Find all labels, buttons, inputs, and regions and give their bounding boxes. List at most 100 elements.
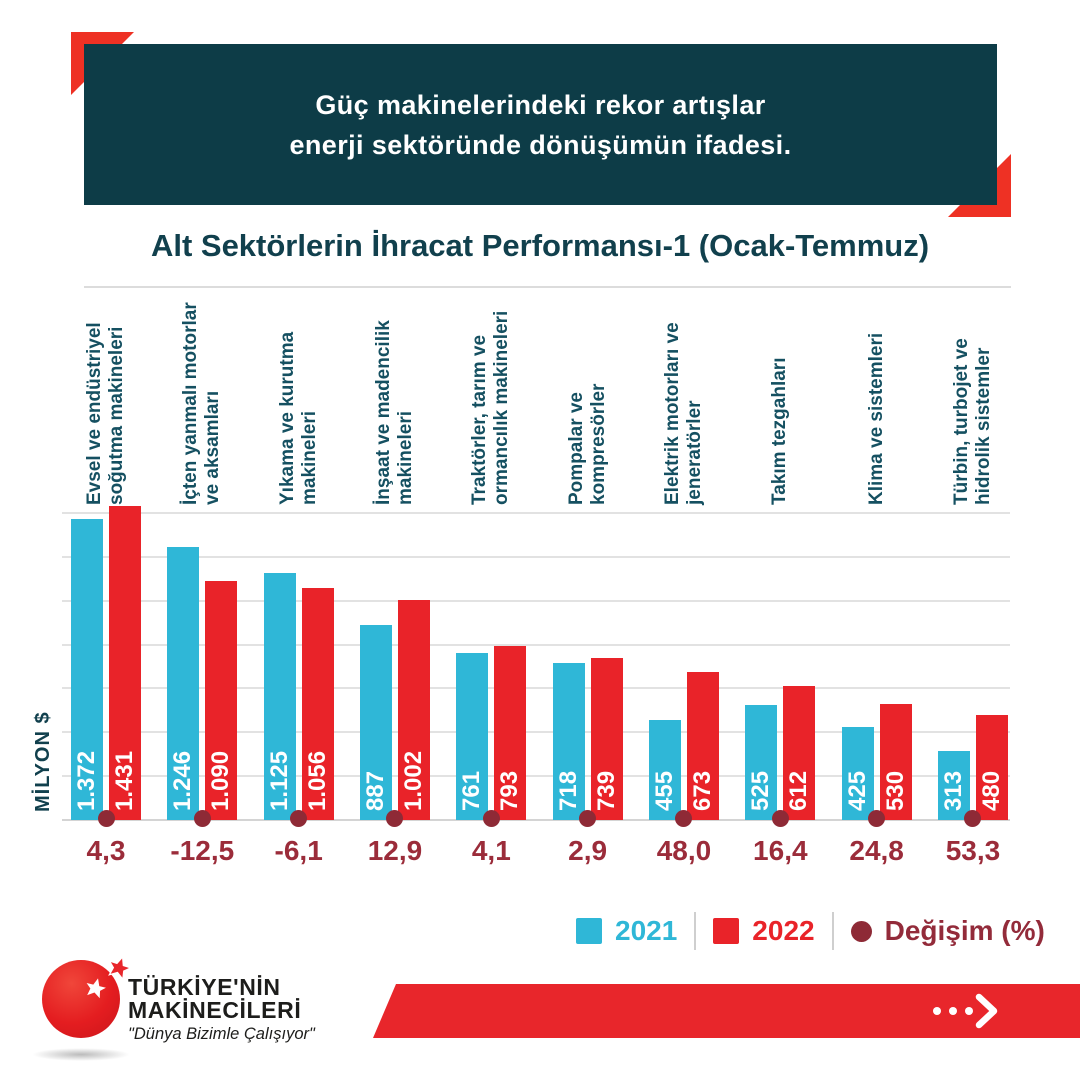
change-dot	[193, 810, 211, 827]
change-value: 4,3	[86, 835, 126, 866]
category-label: İnşaat ve madencilik makineleri	[373, 285, 417, 505]
bar-2022	[879, 703, 912, 820]
legend-square-marker	[713, 918, 740, 944]
header-box: Güç makinelerindeki rekor artışlar enerj…	[84, 44, 997, 205]
bar-2021	[937, 751, 970, 820]
logo-tagline: "Dünya Bizimle Çalışıyor"	[128, 1025, 315, 1043]
category-label-line: Pompalar ve	[565, 392, 587, 505]
legend-divider	[694, 912, 697, 950]
change-dot	[97, 810, 115, 827]
bar-2021	[71, 519, 103, 820]
logo-shadow	[32, 1048, 130, 1061]
bar-2022	[301, 588, 334, 820]
footer-banner	[373, 984, 1080, 1038]
chart-legend: 2021 2022 Değişim (%)	[576, 912, 1045, 950]
change-dot	[675, 810, 693, 827]
bar-2021	[648, 720, 681, 820]
chart-title: Alt Sektörlerin İhracat Performansı-1 (O…	[150, 228, 930, 263]
category-label: Evsel ve endüstriyel soğutma makineleri	[84, 285, 128, 505]
bar-2022	[975, 714, 1008, 820]
gridline	[62, 775, 1010, 778]
category-label-line: makineleri	[394, 411, 416, 505]
category-label-line: ve aksamları	[202, 390, 224, 505]
bar-value-label-2021: 761	[458, 770, 486, 811]
bar-2022	[205, 580, 238, 820]
category-label-line: Yıkama ve kurutma	[276, 331, 298, 505]
bar-value-label-2021: 425	[843, 770, 871, 811]
bar-value-label-2022: 480	[977, 770, 1005, 811]
bar-2022	[109, 506, 141, 820]
category-label-line: Evsel ve endüstriyel	[84, 322, 105, 505]
category-label-line: Klima ve sistemleri	[865, 332, 887, 505]
bar-2021	[359, 625, 392, 820]
category-label: Yıkama ve kurutma makineleri	[277, 285, 321, 505]
gridline	[62, 643, 1010, 646]
bar-value-label-2022: 1.056	[303, 750, 331, 811]
gridline	[62, 599, 1010, 602]
legend-item: 2022	[713, 915, 815, 947]
bar-value-label-2022: 530	[881, 770, 909, 811]
bar-value-label-2021: 887	[361, 770, 389, 811]
bar-value-label-2021: 1.372	[73, 750, 100, 811]
y-axis-label: MİLYON $	[32, 711, 54, 812]
change-value: 16,4	[753, 835, 808, 866]
logo-red-star-icon	[108, 955, 133, 981]
category-label-line: İçten yanmalı motorlar	[180, 302, 202, 505]
change-dot	[868, 810, 886, 827]
change-value: 48,0	[656, 835, 712, 866]
change-value: 12,9	[367, 835, 423, 866]
bar-value-label-2021: 313	[939, 770, 967, 811]
bar-value-label-2021: 718	[554, 770, 582, 811]
category-label-line: Elektrik motorları ve	[661, 322, 683, 505]
header-line1: Güç makinelerindeki rekor artışlar	[315, 89, 766, 120]
change-value: 2,9	[568, 835, 608, 866]
bar-2021	[745, 704, 778, 820]
category-label-line: Traktörler, tarım ve	[469, 334, 491, 505]
bar-value-label-2022: 1.002	[399, 750, 427, 811]
category-label-line: İnşaat ve madencilik	[372, 320, 394, 505]
category-label-line: Türbin, turbojet ve	[950, 338, 972, 505]
title-divider	[84, 286, 1011, 288]
logo-red-circle	[42, 960, 120, 1038]
category-label: Klima ve sistemleri	[866, 285, 888, 505]
bar-2022	[397, 600, 430, 820]
category-label: Türbin, turbojet ve hidrolik sistemler	[951, 285, 995, 505]
logo-title-line2: MAKİNECİLERİ	[128, 997, 302, 1023]
change-value: -6,1	[274, 835, 323, 866]
header-line2: enerji sektöründe dönüşümün ifadesi.	[289, 129, 792, 160]
bar-2021	[456, 653, 489, 820]
change-value: 4,1	[471, 835, 511, 866]
category-label-line: makineleri	[298, 411, 320, 505]
legend-label: Değişim (%)	[884, 915, 1045, 946]
legend-circle-marker	[850, 920, 872, 942]
bar-2021	[263, 573, 296, 820]
change-dot	[386, 810, 404, 827]
bar-value-label-2021: 525	[747, 770, 775, 811]
change-value: -12,5	[170, 835, 235, 866]
bar-value-label-2022: 1.090	[207, 750, 235, 811]
logo-title-line1: TÜRKİYE'NİN	[128, 974, 281, 1000]
bar-2021	[841, 726, 874, 820]
gridline	[62, 687, 1010, 690]
change-dot	[964, 810, 982, 827]
category-label: Takım tezgahları	[769, 285, 791, 505]
category-label: Elektrik motorları ve jeneratörler	[662, 285, 706, 505]
legend-label: 2021	[615, 915, 678, 946]
bar-value-label-2021: 1.246	[169, 750, 197, 811]
logo-white-star-icon	[86, 978, 106, 999]
gridline	[62, 512, 1010, 514]
bar-2022	[686, 672, 719, 820]
category-label-line: soğutma makineleri	[106, 326, 127, 505]
category-label-line: ormancılık makineleri	[491, 310, 513, 505]
next-arrow-icon[interactable]	[923, 989, 1013, 1033]
gridline	[62, 555, 1010, 558]
legend-item: 2021	[576, 915, 677, 947]
legend-label: 2022	[752, 915, 815, 946]
legend-item: Değişim (%)	[850, 915, 1045, 947]
change-dot	[579, 810, 597, 827]
change-dot	[290, 810, 308, 827]
bar-2021	[552, 662, 585, 820]
category-label-line: hidrolik sistemler	[972, 347, 994, 505]
